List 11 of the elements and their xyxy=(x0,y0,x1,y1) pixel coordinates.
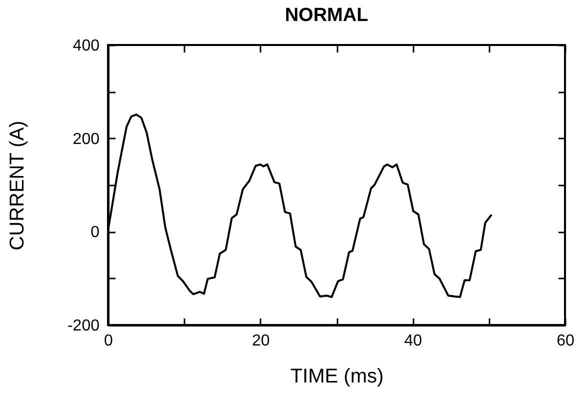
x-tick-label: 60 xyxy=(556,332,574,350)
chart-title: NORMAL xyxy=(284,5,369,26)
x-axis-title: TIME (ms) xyxy=(290,366,384,388)
y-tick-label: 400 xyxy=(72,38,100,54)
y-axis-title: CURRENT (A) xyxy=(6,120,28,250)
x-tick-label: 40 xyxy=(404,332,422,350)
y-tick-label: 200 xyxy=(72,130,100,148)
x-tick-label: 20 xyxy=(252,332,270,350)
y-tick-label: 0 xyxy=(90,224,100,242)
y-tick-label: -200 xyxy=(67,318,100,334)
x-tick-label: 0 xyxy=(104,332,114,350)
